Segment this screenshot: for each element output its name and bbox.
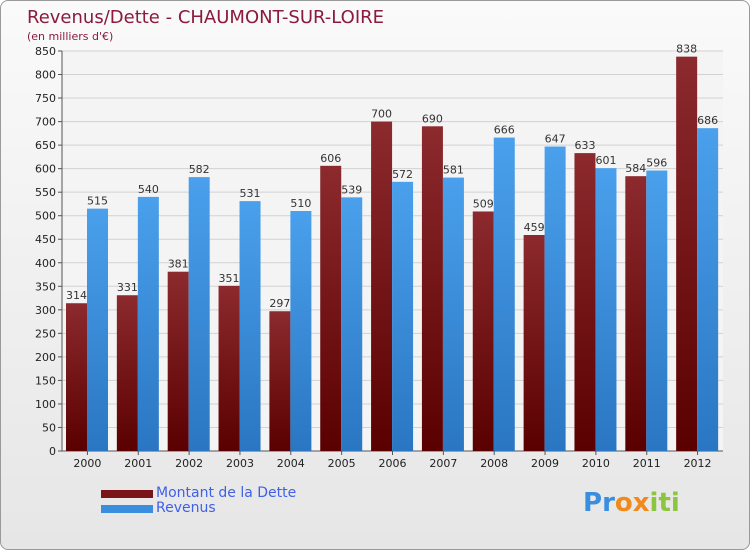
logo-letter: P [583, 488, 603, 518]
x-tick-label-2012: 2012 [684, 457, 712, 470]
y-tick-label: 50 [42, 421, 56, 434]
data-label-revenus-2004: 510 [290, 197, 311, 210]
legend-swatch-revenus [101, 505, 153, 513]
x-tick-label-2004: 2004 [277, 457, 305, 470]
data-label-revenus-2007: 581 [443, 164, 464, 177]
y-tick-label: 250 [35, 327, 56, 340]
data-label-revenus-2006: 572 [392, 168, 413, 181]
data-label-dette-2002: 381 [168, 258, 189, 271]
x-tick-label-2003: 2003 [226, 457, 254, 470]
y-tick-label: 300 [35, 304, 56, 317]
y-tick-label: 150 [35, 374, 56, 387]
data-label-dette-2000: 314 [66, 289, 87, 302]
x-tick-label-2008: 2008 [480, 457, 508, 470]
bar-revenus-2006 [392, 181, 414, 451]
y-tick-label: 800 [35, 69, 56, 82]
y-tick-label: 650 [35, 139, 56, 152]
data-label-revenus-2000: 515 [87, 195, 108, 208]
x-tick-label-2001: 2001 [124, 457, 152, 470]
x-tick-label-2007: 2007 [429, 457, 457, 470]
y-tick-label: 100 [35, 398, 56, 411]
data-label-dette-2004: 297 [269, 297, 290, 310]
logo-letter: o [614, 488, 633, 518]
bar-dette-2001 [116, 295, 138, 451]
y-tick-label: 700 [35, 116, 56, 129]
y-tick-label: 850 [35, 45, 56, 58]
bar-dette-2008 [472, 211, 494, 451]
x-tick-label-2009: 2009 [531, 457, 559, 470]
data-label-revenus-2012: 686 [697, 114, 718, 127]
y-tick-label: 450 [35, 233, 56, 246]
y-tick-label: 600 [35, 163, 56, 176]
data-label-revenus-2002: 582 [189, 163, 210, 176]
bar-dette-2010 [574, 153, 596, 451]
proxiti-logo: Proxiti [583, 488, 680, 518]
y-tick-label: 0 [49, 445, 56, 458]
data-label-dette-2005: 606 [320, 152, 341, 165]
bar-dette-2012 [676, 56, 698, 451]
x-tick-label-2005: 2005 [328, 457, 356, 470]
y-tick-label: 200 [35, 351, 56, 364]
bar-dette-2007 [421, 126, 443, 451]
data-label-dette-2003: 351 [219, 272, 240, 285]
chart-subtitle: (en milliers d'€) [27, 30, 114, 43]
bar-revenus-2007 [442, 177, 464, 451]
data-label-dette-2009: 459 [524, 221, 545, 234]
bar-revenus-2001 [137, 196, 159, 451]
y-tick-label: 550 [35, 186, 56, 199]
logo-letter: i [670, 488, 680, 518]
bar-revenus-2005 [341, 197, 363, 451]
bar-revenus-2000 [87, 208, 108, 451]
y-tick-label: 350 [35, 280, 56, 293]
data-label-dette-2010: 633 [574, 139, 595, 152]
x-tick-label-2006: 2006 [379, 457, 407, 470]
chart-title: Revenus/Dette - CHAUMONT-SUR-LOIRE [27, 7, 385, 28]
bar-revenus-2002 [188, 177, 210, 451]
x-tick-label-2010: 2010 [582, 457, 610, 470]
bar-revenus-2004 [290, 211, 312, 451]
bar-dette-2006 [371, 121, 393, 452]
data-label-revenus-2009: 647 [545, 133, 566, 146]
data-label-revenus-2011: 596 [646, 157, 667, 170]
bar-dette-2009 [523, 235, 545, 451]
data-label-dette-2001: 331 [117, 281, 138, 294]
x-tick-label-2002: 2002 [175, 457, 203, 470]
data-label-dette-2006: 700 [371, 108, 392, 121]
bar-dette-2005 [320, 165, 342, 451]
data-label-revenus-2001: 540 [138, 183, 159, 196]
x-tick-label-2000: 2000 [73, 457, 101, 470]
bar-dette-2000 [66, 303, 87, 451]
bar-revenus-2009 [544, 146, 566, 451]
bar-dette-2003 [218, 285, 240, 451]
data-label-dette-2007: 690 [422, 112, 443, 125]
data-label-revenus-2010: 601 [595, 154, 616, 167]
data-label-dette-2011: 584 [625, 162, 646, 175]
y-tick-label: 500 [35, 210, 56, 223]
bar-revenus-2003 [239, 201, 261, 451]
bar-dette-2004 [269, 311, 291, 451]
data-label-dette-2012: 838 [676, 43, 697, 56]
logo-letter: r [602, 488, 615, 518]
data-label-revenus-2003: 531 [240, 187, 261, 200]
data-label-dette-2008: 509 [473, 197, 494, 210]
y-tick-label: 750 [35, 92, 56, 105]
logo-letter: t [658, 488, 671, 518]
bar-dette-2011 [625, 176, 647, 452]
logo-letter: i [649, 488, 659, 518]
y-tick-label: 400 [35, 257, 56, 270]
legend-label-revenus: Revenus [156, 500, 216, 516]
bar-revenus-2012 [697, 128, 719, 452]
data-label-revenus-2008: 666 [494, 124, 515, 137]
legend-swatch-dette [101, 490, 153, 498]
x-tick-label-2011: 2011 [633, 457, 661, 470]
bar-revenus-2011 [646, 170, 668, 451]
legend-label-dette: Montant de la Dette [156, 485, 297, 501]
bar-revenus-2008 [493, 137, 515, 451]
data-label-revenus-2005: 539 [341, 183, 362, 196]
bar-revenus-2010 [595, 168, 617, 452]
logo-letter: x [632, 488, 650, 518]
bar-dette-2002 [167, 271, 189, 451]
